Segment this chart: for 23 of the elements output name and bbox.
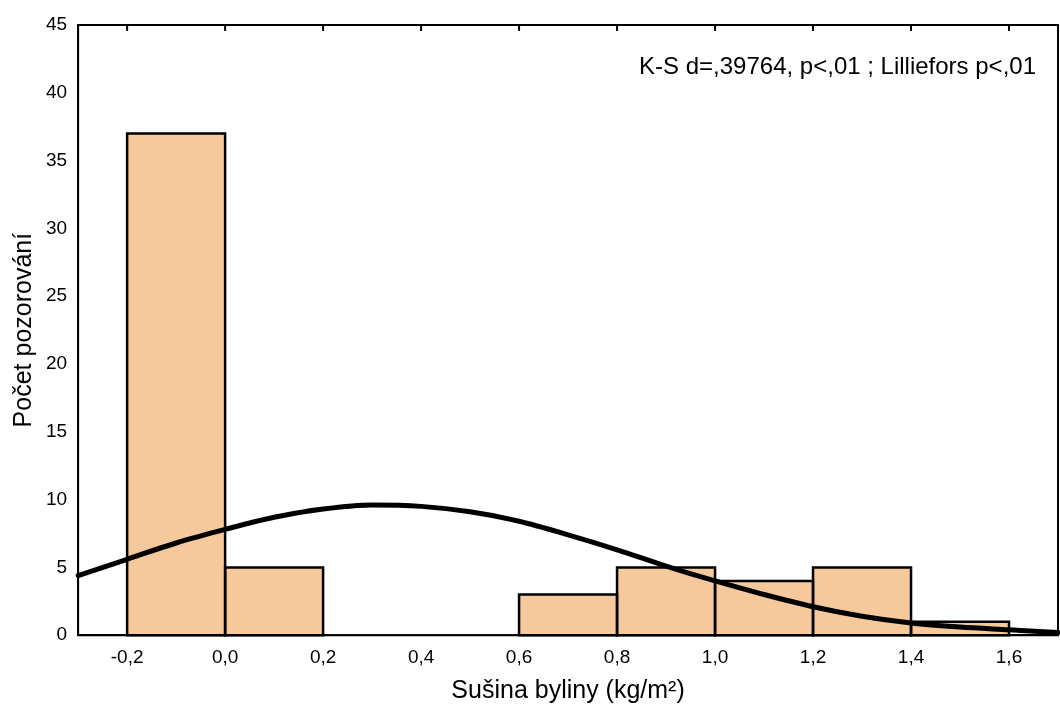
x-tick-label: 1,4 xyxy=(897,645,925,667)
y-axis-title: Počet pozorování xyxy=(7,232,36,428)
y-tick-label: 20 xyxy=(45,352,68,374)
y-tick-label: 25 xyxy=(45,284,68,306)
y-tick-label: 5 xyxy=(56,555,68,577)
x-tick-label: 0,6 xyxy=(505,645,533,667)
x-tick-label: 1,2 xyxy=(799,645,827,667)
y-tick-label: 15 xyxy=(45,420,68,442)
y-tick-label: 0 xyxy=(56,623,68,645)
y-tick-label: 30 xyxy=(45,216,68,238)
x-tick-label: 1,0 xyxy=(701,645,729,667)
x-tick-label: 0,2 xyxy=(309,645,337,667)
y-tick-label: 35 xyxy=(45,148,68,170)
y-tick-label: 10 xyxy=(45,487,68,509)
x-axis-title: Sušina byliny (kg/m²) xyxy=(451,674,685,703)
x-tick-label: -0,2 xyxy=(110,645,144,667)
y-tick-label: 40 xyxy=(45,81,68,103)
x-tick-label: 0,8 xyxy=(603,645,631,667)
x-tick-label: 1,6 xyxy=(995,645,1023,667)
y-tick-label: 45 xyxy=(45,13,68,35)
annotation: K-S d=,39764, p<,01 ; Lilliefors p<,01 xyxy=(639,51,1036,79)
x-tick-label: 0,4 xyxy=(407,645,435,667)
x-tick-label: 0,0 xyxy=(211,645,239,667)
